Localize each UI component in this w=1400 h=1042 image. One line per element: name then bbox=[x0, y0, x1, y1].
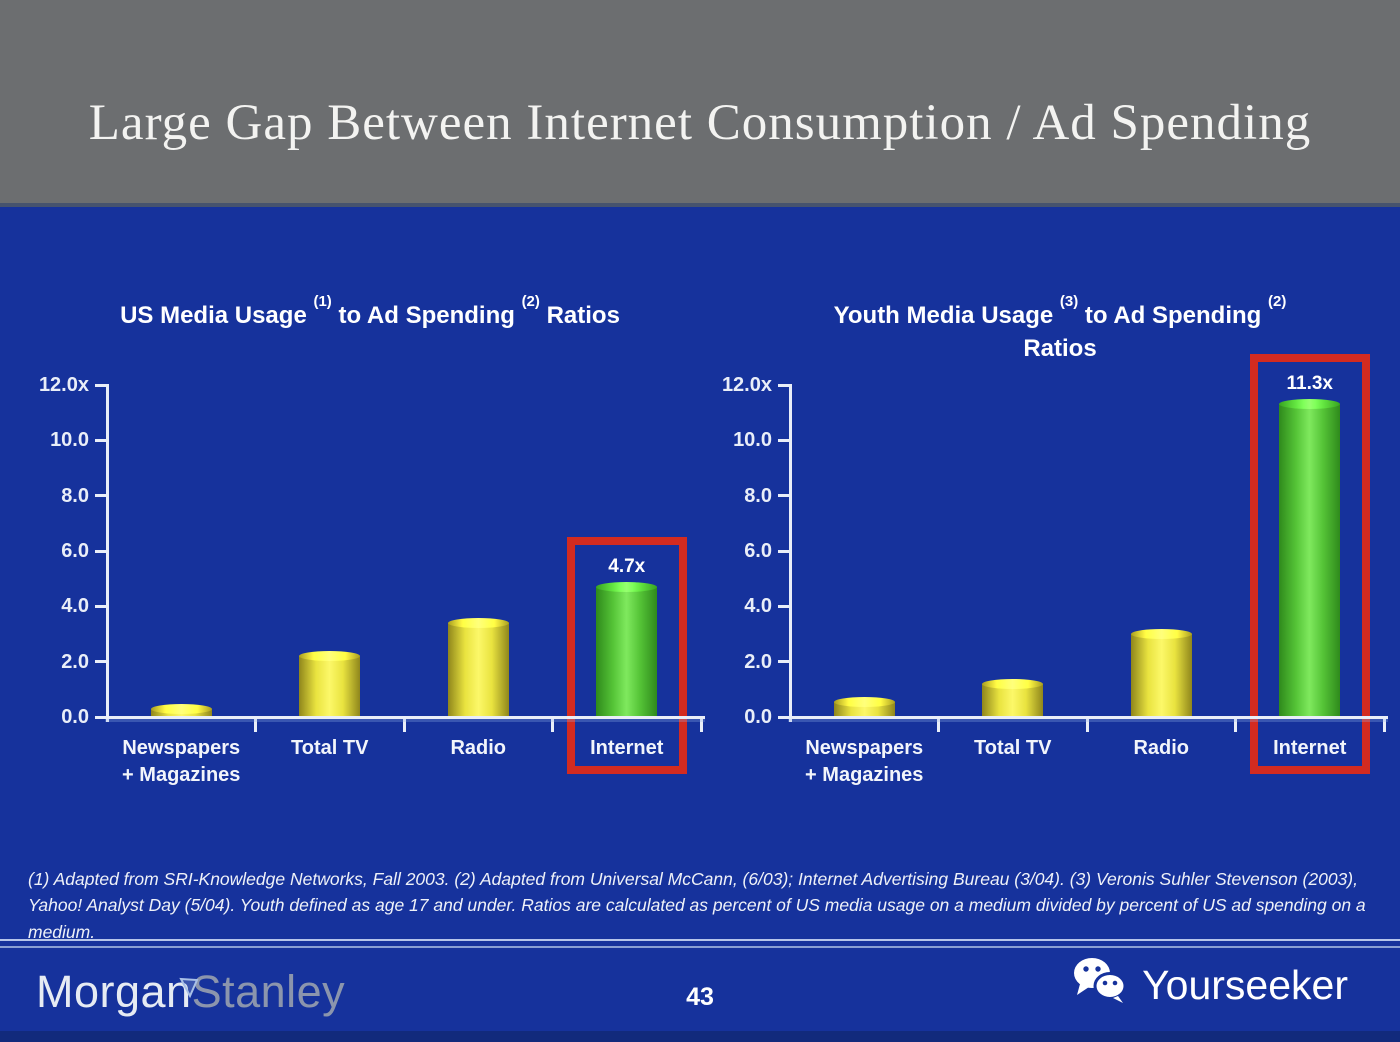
x-axis-label: Newspapers + Magazines bbox=[805, 737, 924, 786]
x-axis-tick bbox=[1382, 719, 1386, 732]
bar-newspapers bbox=[150, 703, 212, 717]
y-axis-tick bbox=[95, 604, 107, 608]
y-axis-label: 0.0 bbox=[744, 706, 772, 728]
y-axis-tick bbox=[778, 715, 790, 719]
x-axis-tick bbox=[937, 719, 940, 732]
bar-top-cap bbox=[447, 617, 509, 628]
x-axis-label: Radio bbox=[1133, 737, 1190, 759]
y-axis-line bbox=[105, 384, 109, 722]
x-axis-label: Total TV bbox=[291, 737, 369, 759]
y-axis-label: 2.0 bbox=[61, 650, 89, 673]
x-axis-tick bbox=[254, 719, 257, 732]
bar-top-cap bbox=[833, 696, 895, 707]
chart-title: US Media Usage (1) to Ad Spending (2) Ra… bbox=[40, 293, 700, 332]
y-axis-label: 6.0 bbox=[744, 540, 772, 562]
chart-title-text: Ratios bbox=[539, 302, 620, 329]
bar-total-tv bbox=[299, 651, 361, 717]
brand-morgan-text: Morgan bbox=[36, 966, 192, 1017]
chart-title-text: Ratios bbox=[1023, 335, 1097, 362]
bar-top-cap bbox=[150, 703, 212, 714]
wechat-icon bbox=[1072, 956, 1130, 1014]
x-axis-label: Total TV bbox=[974, 737, 1052, 759]
bar-top-cap bbox=[596, 581, 658, 592]
y-axis-label: 4.0 bbox=[61, 595, 89, 618]
y-axis-label: 10.0 bbox=[733, 429, 772, 452]
chart-title-text: US Media Usage bbox=[120, 302, 314, 329]
y-axis-tick bbox=[95, 660, 107, 664]
slide-header: Large Gap Between Internet Consumption /… bbox=[0, 0, 1400, 207]
y-axis-label: 2.0 bbox=[744, 650, 772, 673]
chart-youth-media-usage: Youth Media Usage (3) to Ad Spending (2)… bbox=[722, 285, 1390, 820]
bar-value-label: 4.7x bbox=[608, 555, 646, 577]
bar-internet bbox=[596, 581, 658, 717]
footnote: (1) Adapted from SRI-Knowledge Networks,… bbox=[28, 869, 1366, 942]
y-axis-tick bbox=[95, 715, 107, 719]
x-axis-label: Newspapers + Magazines bbox=[122, 737, 241, 786]
y-axis-label: 12.0x bbox=[721, 374, 772, 396]
bar-radio bbox=[447, 617, 509, 717]
bar-top-cap bbox=[299, 651, 361, 662]
bottom-strip bbox=[0, 1031, 1400, 1042]
y-axis-label: 10.0 bbox=[50, 429, 89, 452]
x-axis-line bbox=[788, 715, 1388, 719]
bar-newspapers bbox=[833, 696, 895, 717]
y-axis-tick bbox=[778, 494, 790, 498]
y-axis-label: 8.0 bbox=[744, 484, 772, 507]
y-axis-line bbox=[788, 384, 792, 722]
bar-top-cap bbox=[982, 678, 1044, 689]
x-axis-tick bbox=[1234, 719, 1237, 732]
chart-title-superscript: (2) bbox=[521, 293, 540, 310]
page-number: 43 bbox=[686, 983, 714, 1011]
y-axis-tick bbox=[778, 438, 790, 442]
y-axis-label: 6.0 bbox=[61, 540, 89, 562]
y-axis-tick bbox=[778, 383, 790, 387]
bar-internet bbox=[1279, 399, 1341, 717]
y-axis-tick bbox=[778, 549, 790, 553]
x-axis-line bbox=[105, 715, 705, 719]
bar-value-label: 11.3x bbox=[1286, 373, 1334, 395]
y-axis-label: 0.0 bbox=[61, 706, 89, 728]
bar-top-cap bbox=[1279, 399, 1341, 410]
highlight-box bbox=[1249, 354, 1370, 774]
chart-title-text: to Ad Spending bbox=[331, 302, 522, 329]
chart-title-superscript: (2) bbox=[1268, 293, 1287, 310]
morgan-stanley-triangle-icon bbox=[178, 958, 200, 1010]
x-axis-label: Internet bbox=[1273, 737, 1347, 759]
morgan-stanley-logo: MorganStanley bbox=[36, 966, 345, 1018]
x-axis-label: Internet bbox=[590, 737, 664, 759]
brand-stanley-text: Stanley bbox=[191, 966, 346, 1017]
chart-title-superscript: (3) bbox=[1059, 293, 1079, 310]
footer-divider bbox=[0, 939, 1400, 948]
y-axis-tick bbox=[95, 383, 107, 387]
y-axis-label: 4.0 bbox=[744, 595, 772, 618]
highlight-box bbox=[566, 536, 687, 774]
y-axis-tick bbox=[778, 660, 790, 664]
y-axis-tick bbox=[95, 494, 107, 498]
chart-title-text: Youth Media Usage bbox=[833, 302, 1060, 329]
y-axis-tick bbox=[95, 438, 107, 442]
chart-title-text: to Ad Spending bbox=[1078, 302, 1268, 329]
x-axis-tick bbox=[402, 719, 406, 732]
y-axis-label: 8.0 bbox=[61, 484, 89, 507]
x-axis-tick bbox=[699, 719, 703, 732]
x-axis-label: Radio bbox=[450, 737, 507, 759]
y-axis-tick bbox=[778, 604, 790, 608]
chart-title: Youth Media Usage (3) to Ad Spending (2)… bbox=[730, 293, 1390, 365]
chart-title-superscript: (1) bbox=[313, 293, 332, 310]
y-axis-tick bbox=[95, 549, 107, 553]
bar-top-cap bbox=[1130, 629, 1192, 639]
yourseeker-text: Yourseeker bbox=[1142, 961, 1348, 1008]
x-axis-tick bbox=[551, 719, 554, 732]
bar-total-tv bbox=[982, 678, 1044, 717]
y-axis-label: 12.0x bbox=[38, 374, 89, 396]
bar-radio bbox=[1130, 629, 1192, 717]
slide-title: Large Gap Between Internet Consumption /… bbox=[88, 95, 1312, 151]
yourseeker-logo: Yourseeker bbox=[1072, 956, 1348, 1014]
chart-us-media-usage: US Media Usage (1) to Ad Spending (2) Ra… bbox=[39, 285, 705, 820]
x-axis-tick bbox=[1085, 719, 1089, 732]
